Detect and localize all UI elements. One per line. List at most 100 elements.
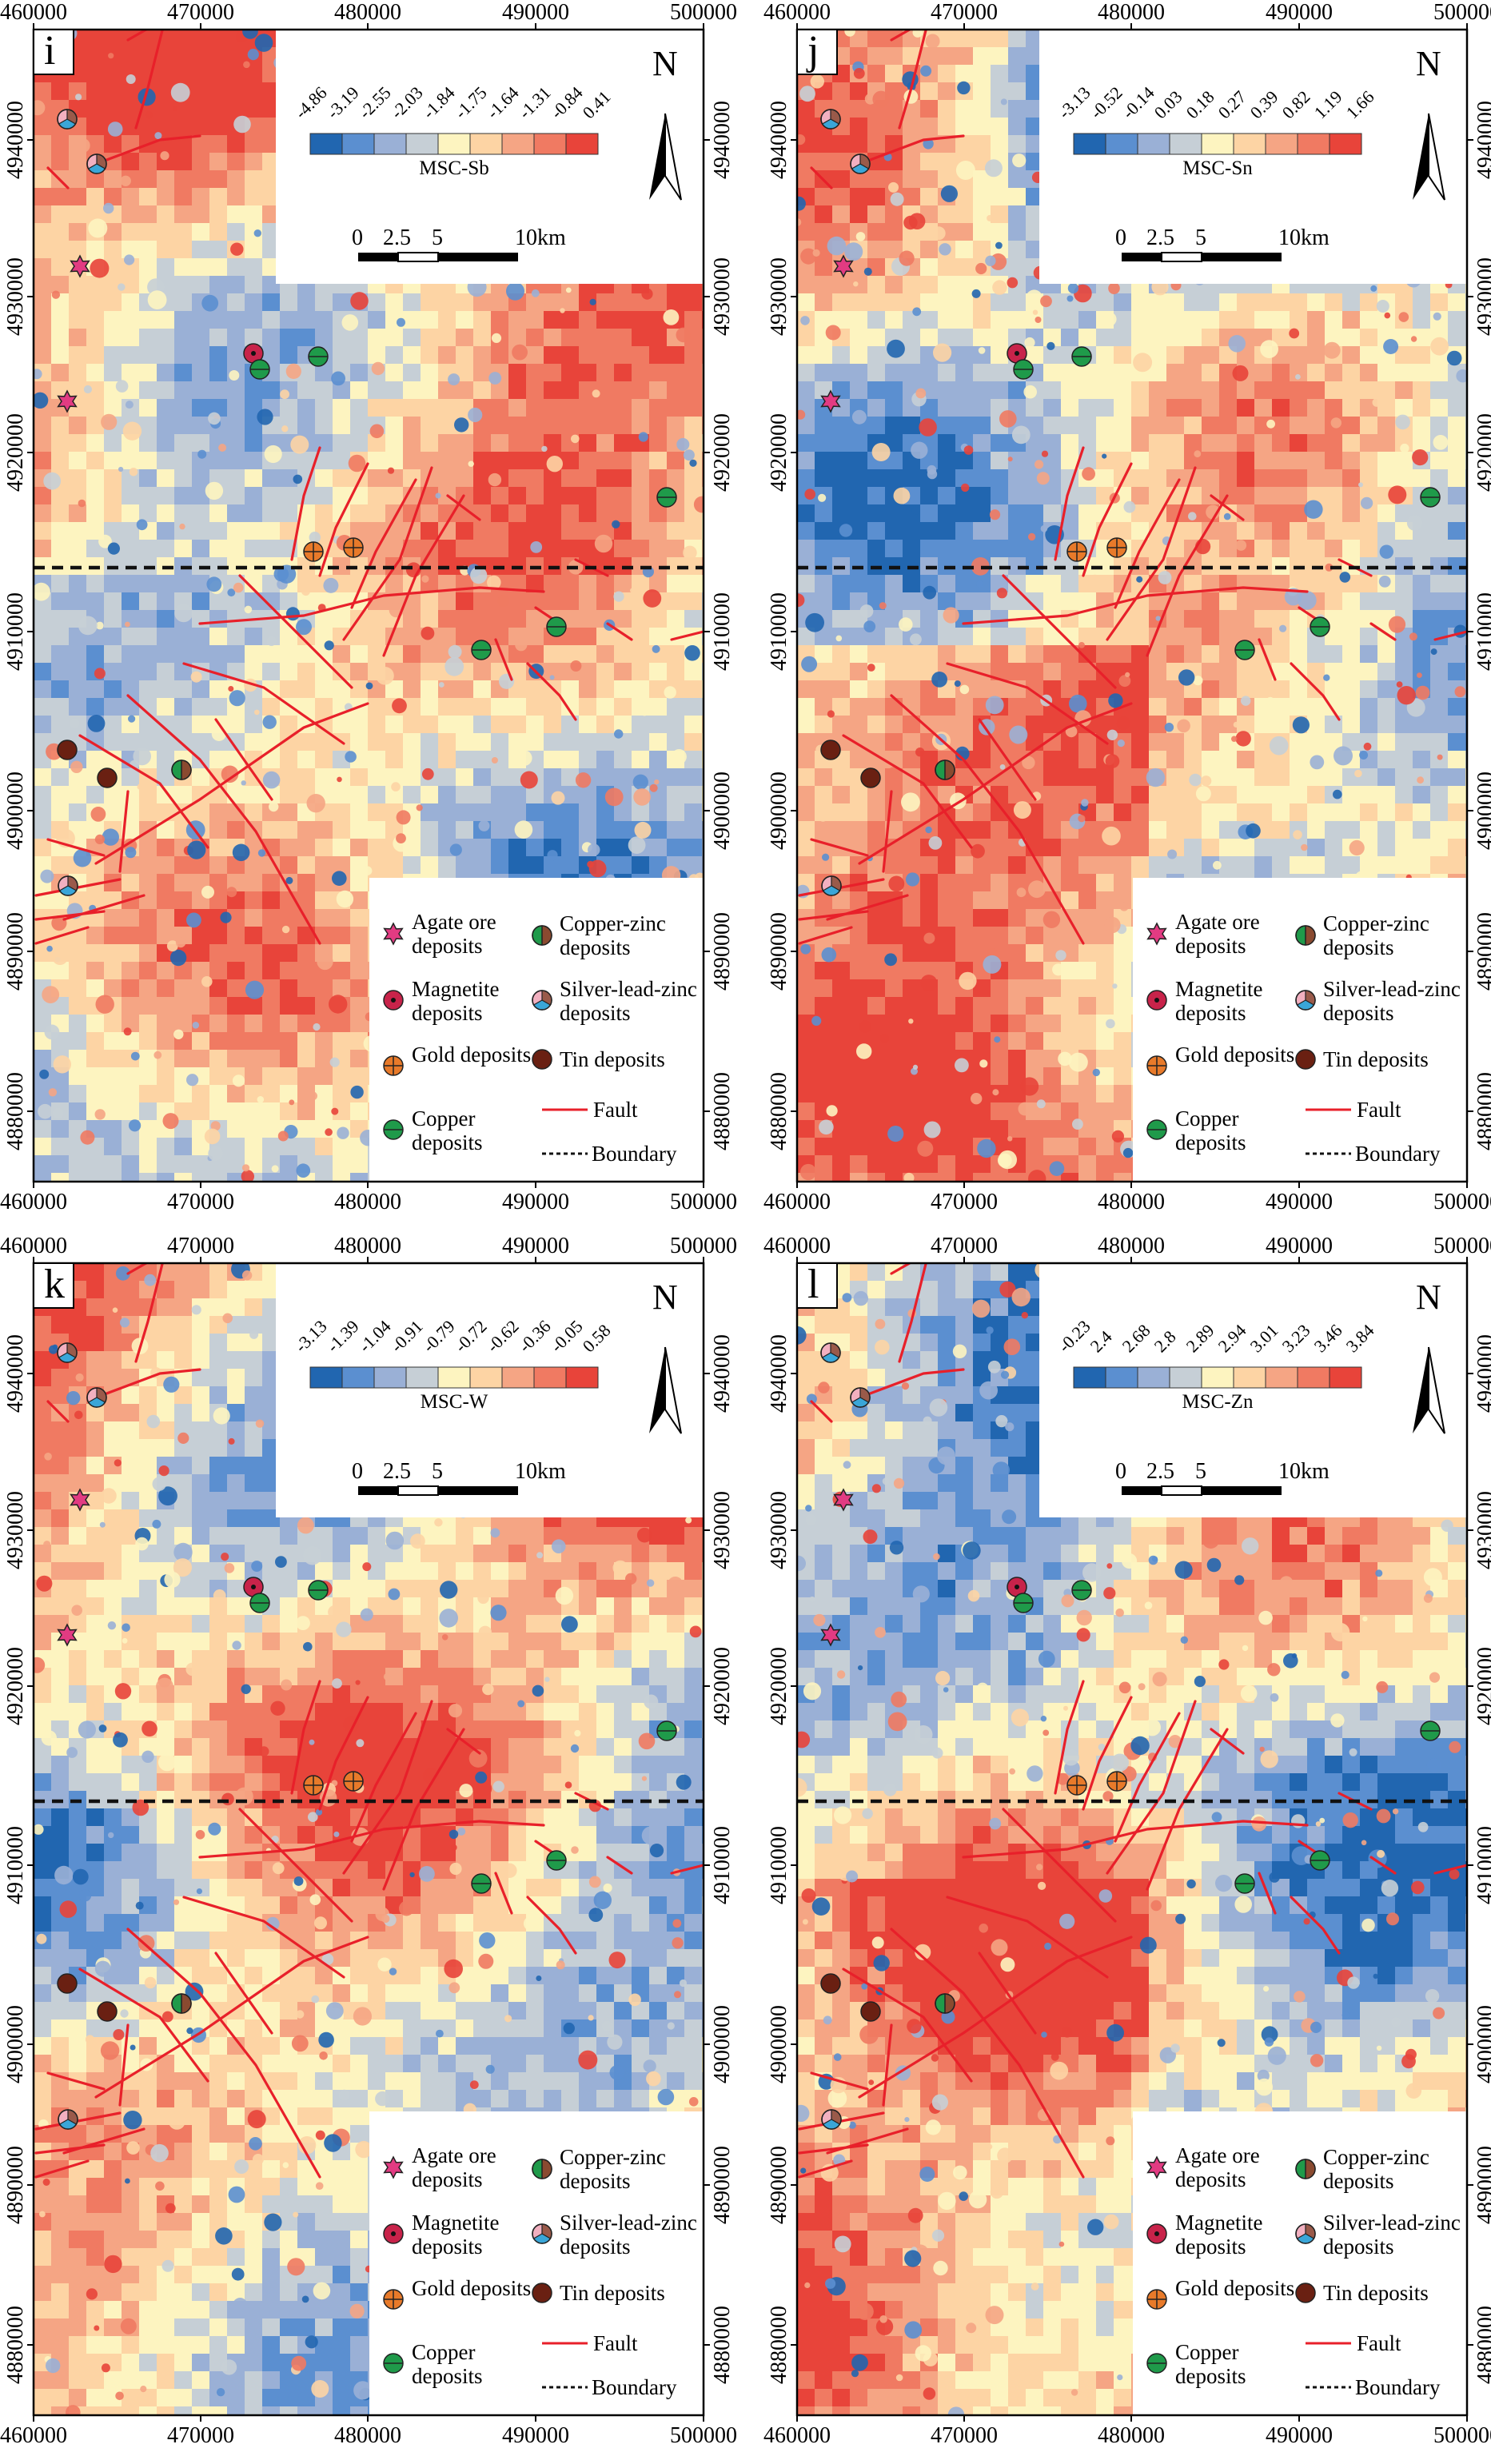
y-tick-label: 4910000 bbox=[5, 592, 27, 671]
colorbar-swatch bbox=[310, 1367, 342, 1388]
scale-bar-label: 2.5 bbox=[1146, 1461, 1174, 1483]
copper-deposit-symbol bbox=[384, 2354, 403, 2373]
colorbar-swatch bbox=[534, 134, 566, 154]
y-tick-label: 4920000 bbox=[712, 1647, 734, 1725]
copper-deposit-symbol bbox=[1421, 488, 1440, 507]
gold-deposit-symbol bbox=[1067, 1776, 1086, 1795]
tin-deposit-symbol bbox=[98, 768, 117, 787]
x-tick-label: 470000 bbox=[167, 1235, 234, 1258]
colorbar-swatch bbox=[566, 1367, 598, 1388]
scale-bar-label: 0 bbox=[1115, 227, 1126, 249]
silver-deposit-symbol bbox=[822, 876, 841, 895]
y-tick-label: 4910000 bbox=[712, 592, 734, 671]
copper-deposit-symbol bbox=[1310, 617, 1330, 636]
copper-deposit-symbol bbox=[1147, 1120, 1166, 1139]
copper_zinc-deposit-symbol bbox=[172, 760, 191, 779]
y-tick-label: 4940000 bbox=[1475, 1334, 1491, 1413]
colorbar-swatch bbox=[342, 134, 374, 154]
x-tick-label: 500000 bbox=[670, 1235, 737, 1258]
north-label: N bbox=[652, 46, 678, 82]
x-tick-label: 500000 bbox=[670, 2425, 737, 2447]
gold-deposit-symbol bbox=[1147, 2290, 1166, 2309]
legend-label-magnetite: Magnetite deposits bbox=[412, 977, 532, 1025]
legend-label-silver: Silver-lead-zinc deposits bbox=[1323, 977, 1471, 1025]
tin-deposit-symbol bbox=[821, 1974, 840, 1993]
x-tick-label: 460000 bbox=[763, 1191, 831, 1214]
copper_zinc-deposit-symbol bbox=[935, 1994, 955, 2013]
y-tick-label: 4900000 bbox=[1475, 771, 1491, 850]
legend-label-silver: Silver-lead-zinc deposits bbox=[560, 2211, 708, 2259]
silver-deposit-symbol bbox=[822, 2110, 841, 2129]
legend-label-copper: Copper deposits bbox=[1175, 2340, 1295, 2388]
legend-label-copper-zinc: Copper-zinc deposits bbox=[560, 2145, 680, 2193]
silver-deposit-symbol bbox=[87, 1388, 106, 1407]
silver-deposit-symbol bbox=[851, 1388, 870, 1407]
legend-label-gold: Gold deposits bbox=[1175, 2276, 1295, 2300]
y-tick-label: 4940000 bbox=[768, 1334, 791, 1413]
scale-bar bbox=[358, 253, 518, 261]
legend-label-magnetite: Magnetite deposits bbox=[412, 2211, 532, 2259]
colorbar-swatch bbox=[1298, 1367, 1330, 1388]
colorbar-title: MSC-Sb bbox=[419, 157, 489, 180]
north-label: N bbox=[1416, 1280, 1441, 1315]
magnetite-deposit-symbol bbox=[1147, 2224, 1166, 2243]
y-tick-label: 4890000 bbox=[1475, 912, 1491, 991]
colorbar-swatch bbox=[1106, 134, 1138, 154]
y-tick-label: 4920000 bbox=[1475, 413, 1491, 492]
silver-deposit-symbol bbox=[58, 876, 78, 895]
copper-deposit-symbol bbox=[472, 1874, 491, 1893]
gold-deposit-symbol bbox=[1067, 542, 1086, 561]
y-tick-label: 4890000 bbox=[5, 912, 27, 991]
copper_zinc-deposit-symbol bbox=[532, 2159, 552, 2179]
copper_zinc-deposit-symbol bbox=[532, 926, 552, 945]
copper-deposit-symbol bbox=[657, 1721, 676, 1740]
x-tick-label: 460000 bbox=[763, 2, 831, 24]
gold-deposit-symbol bbox=[384, 2290, 403, 2309]
legend-label-agate: Agate ore deposits bbox=[1175, 2143, 1295, 2191]
colorbar-swatch bbox=[502, 1367, 534, 1388]
colorbar-title: MSC-Zn bbox=[1182, 1391, 1254, 1413]
legend-label-magnetite: Magnetite deposits bbox=[1175, 2211, 1295, 2259]
y-tick-label: 4900000 bbox=[1475, 2005, 1491, 2083]
copper-deposit-symbol bbox=[1072, 1581, 1091, 1600]
x-tick-label: 480000 bbox=[334, 2, 401, 24]
silver-deposit-symbol bbox=[821, 1343, 840, 1362]
scale-bar bbox=[358, 1486, 518, 1495]
legend-label-fault: Fault bbox=[1357, 1098, 1401, 1122]
colorbar-panel-bg bbox=[276, 1263, 704, 1517]
scale-bar-label: 10km bbox=[515, 1461, 566, 1483]
x-tick-label: 500000 bbox=[1433, 2, 1491, 24]
magnetite-deposit-symbol bbox=[384, 2224, 403, 2243]
x-tick-label: 470000 bbox=[931, 2425, 998, 2447]
scale-bar-label: 2.5 bbox=[383, 227, 411, 249]
colorbar-swatch bbox=[1330, 134, 1361, 154]
legend-label-silver: Silver-lead-zinc deposits bbox=[1323, 2211, 1471, 2259]
x-tick-label: 460000 bbox=[763, 1235, 831, 1258]
x-tick-label: 480000 bbox=[334, 1235, 401, 1258]
x-tick-label: 470000 bbox=[167, 1191, 234, 1214]
y-tick-label: 4910000 bbox=[712, 1826, 734, 1904]
x-tick-label: 490000 bbox=[1266, 2, 1333, 24]
colorbar-swatch bbox=[1298, 134, 1330, 154]
y-tick-label: 4910000 bbox=[768, 592, 791, 671]
x-tick-label: 460000 bbox=[0, 1235, 67, 1258]
gold-deposit-symbol bbox=[1107, 1772, 1126, 1791]
tin-deposit-symbol bbox=[861, 2002, 880, 2021]
panel-letter: j bbox=[807, 30, 819, 72]
silver-deposit-symbol bbox=[532, 991, 552, 1010]
colorbar-swatch bbox=[566, 134, 598, 154]
copper-deposit-symbol bbox=[1310, 1851, 1330, 1870]
copper-deposit-symbol bbox=[472, 640, 491, 660]
colorbar-panel-bg bbox=[1039, 1263, 1467, 1517]
tin-deposit-symbol bbox=[1296, 2283, 1315, 2303]
copper-deposit-symbol bbox=[1235, 640, 1254, 660]
copper-deposit-symbol bbox=[309, 1581, 328, 1600]
silver-deposit-symbol bbox=[58, 1343, 77, 1362]
copper_zinc-deposit-symbol bbox=[1296, 926, 1315, 945]
x-tick-label: 490000 bbox=[502, 1235, 569, 1258]
scale-bar-label: 0 bbox=[1115, 1461, 1126, 1483]
silver-deposit-symbol bbox=[87, 154, 106, 173]
y-tick-label: 4930000 bbox=[768, 1491, 791, 1569]
x-tick-label: 490000 bbox=[1266, 2425, 1333, 2447]
y-tick-label: 4920000 bbox=[5, 413, 27, 492]
